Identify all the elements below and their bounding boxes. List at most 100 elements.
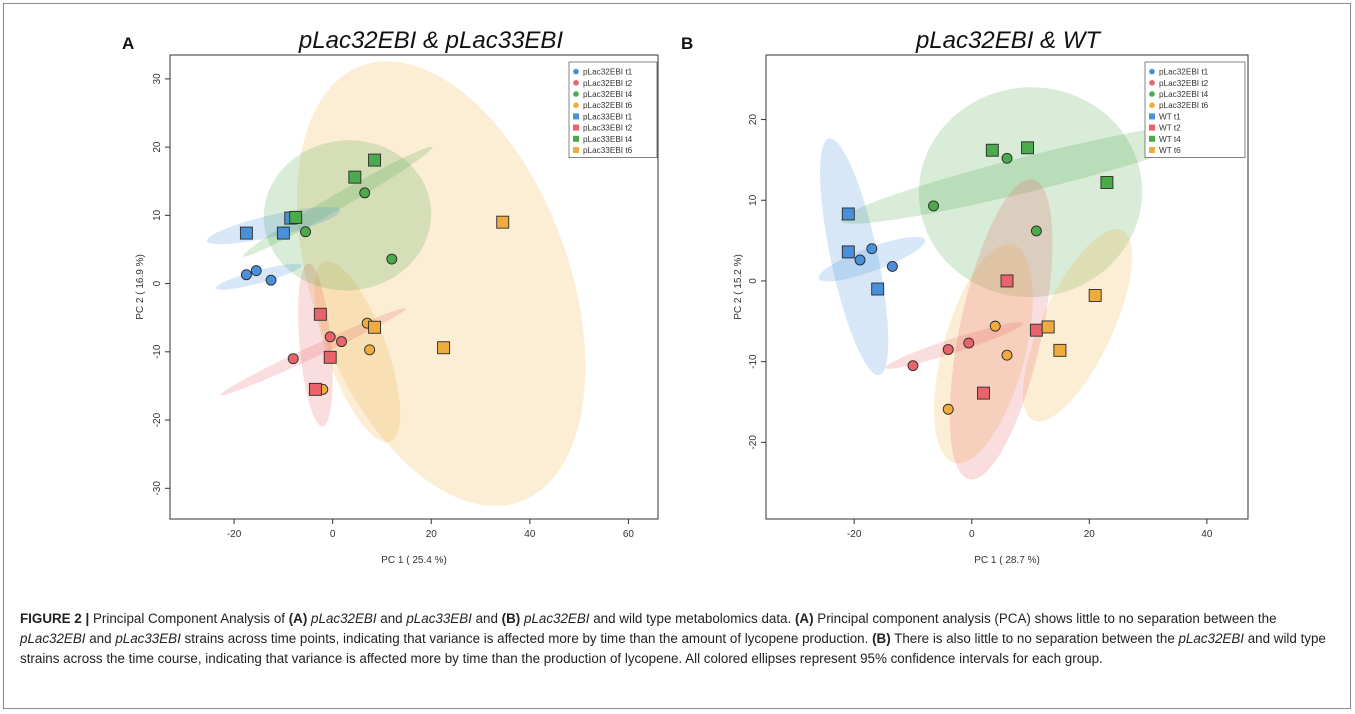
panel-a-letter: A	[122, 34, 135, 53]
data-point-square	[308, 382, 322, 396]
confidence-ellipse	[263, 140, 432, 291]
legend-label: pLac32EBI t2	[1159, 79, 1209, 88]
caption-ref-a: (A)	[288, 611, 308, 626]
legend-square-marker	[573, 113, 579, 120]
data-point-square	[276, 226, 290, 240]
caption-text: Principal Component Analysis of	[89, 611, 289, 626]
legend-circle-marker	[1149, 68, 1155, 75]
data-point-circle	[942, 403, 954, 415]
data-point-square	[1029, 323, 1043, 337]
y-tick-label: 0	[152, 280, 163, 286]
data-point-circle	[386, 253, 398, 265]
data-point-square	[289, 210, 303, 224]
data-point-circle	[287, 353, 299, 365]
x-tick-label: 40	[524, 529, 536, 540]
legend-label: WT t1	[1159, 112, 1181, 121]
data-point-circle	[854, 254, 866, 266]
legend-label: pLac33EBI t1	[583, 112, 633, 121]
data-point-square	[1041, 320, 1055, 334]
caption-text: and	[85, 631, 116, 646]
figure-frame	[3, 3, 1351, 709]
legend-label: pLac32EBI t2	[583, 79, 633, 88]
legend-circle-marker	[1149, 91, 1155, 97]
legend-label: pLac32EBI t6	[583, 101, 633, 110]
data-point-circle	[364, 344, 376, 356]
y-tick-label: -20	[152, 412, 163, 427]
legend-label: pLac33EBI t2	[583, 124, 633, 133]
confidence-ellipse	[918, 87, 1143, 298]
figure-label: FIGURE 2 |	[20, 611, 90, 626]
confidence-ellipse	[840, 120, 1233, 224]
caption-ref-a: (A)	[794, 611, 814, 626]
x-tick-label: 60	[623, 529, 635, 540]
data-point-square	[1021, 141, 1035, 155]
y-axis-label: PC 2 ( 16.9 %)	[135, 254, 146, 320]
data-point-square	[1053, 343, 1067, 357]
panel-b-letter: B	[681, 34, 694, 53]
caption-strain: pLac33EBI	[406, 611, 472, 626]
x-tick-label: -20	[227, 529, 242, 540]
confidence-ellipse	[934, 243, 1033, 464]
caption-strain: pLac32EBI	[311, 611, 377, 626]
data-point-square	[368, 153, 382, 167]
data-point-circle	[324, 331, 336, 343]
confidence-ellipse	[215, 263, 302, 290]
legend-square-marker	[1149, 113, 1155, 120]
panel-a-title: pLac32EBI & pLac33EBI	[298, 27, 564, 54]
legend-label: pLac32EBI t6	[1159, 101, 1209, 110]
y-tick-label: -20	[748, 435, 759, 450]
data-point-square	[348, 170, 362, 184]
y-tick-label: 10	[152, 209, 163, 221]
caption-strain: pLac32EBI	[20, 631, 86, 646]
legend-square-marker	[573, 135, 579, 142]
x-tick-label: 40	[1201, 529, 1213, 540]
y-tick-label: 20	[152, 141, 163, 153]
legend-label: pLac33EBI t6	[583, 146, 633, 155]
data-point-circle	[1001, 152, 1013, 164]
legend-circle-marker	[573, 102, 579, 108]
legend-circle-marker	[1149, 102, 1155, 108]
caption-text: strains across time points, indicating t…	[180, 631, 873, 646]
data-point-square	[1088, 289, 1102, 302]
data-point-square	[437, 341, 451, 355]
caption-strain: pLac33EBI	[115, 631, 181, 646]
data-point-square	[496, 215, 510, 229]
x-tick-label: 0	[330, 529, 336, 540]
x-tick-label: -20	[847, 529, 862, 540]
legend-label: WT t2	[1159, 124, 1181, 133]
data-point-circle	[265, 274, 277, 286]
data-point-circle	[989, 320, 1001, 332]
plot-frame	[169, 54, 659, 520]
caption-ref-b: (B)	[501, 611, 521, 626]
legend-label: WT t4	[1159, 135, 1181, 144]
data-point-circle	[886, 260, 898, 272]
confidence-ellipse	[1022, 229, 1133, 422]
x-tick-label: 20	[426, 529, 438, 540]
figure-caption: FIGURE 2 | Principal Component Analysis …	[20, 609, 1335, 669]
confidence-ellipse	[242, 146, 433, 257]
data-point-circle	[963, 337, 975, 349]
data-point-square	[841, 207, 855, 221]
legend-label: pLac32EBI t1	[1159, 68, 1209, 77]
data-point-square	[1100, 176, 1114, 189]
y-tick-label: -30	[152, 481, 163, 496]
y-tick-label: 0	[748, 278, 759, 284]
x-axis-label: PC 1 ( 28.7 %)	[974, 555, 1040, 566]
data-point-circle	[942, 344, 954, 355]
y-tick-label: 30	[152, 73, 163, 85]
y-tick-label: 20	[748, 114, 759, 126]
legend-square-marker	[1149, 124, 1155, 131]
legend-label: pLac33EBI t4	[583, 135, 633, 144]
caption-text: Principal component analysis (PCA) shows…	[813, 611, 1277, 626]
caption-text: and	[471, 611, 502, 626]
caption-text: and	[376, 611, 407, 626]
data-point-square	[871, 282, 885, 296]
confidence-ellipse	[884, 322, 1024, 369]
y-tick-label: -10	[748, 354, 759, 369]
legend-square-marker	[1149, 135, 1155, 142]
data-point-square	[977, 386, 990, 400]
data-point-circle	[300, 226, 312, 238]
data-point-square	[323, 350, 337, 364]
legend-square-marker	[1149, 147, 1155, 153]
data-point-square	[313, 307, 327, 321]
